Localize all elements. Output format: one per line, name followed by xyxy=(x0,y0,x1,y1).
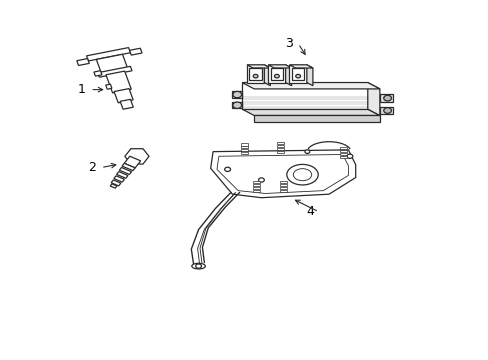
Circle shape xyxy=(253,75,258,78)
Polygon shape xyxy=(285,65,291,86)
Polygon shape xyxy=(96,54,127,73)
Polygon shape xyxy=(289,65,306,82)
Text: 2: 2 xyxy=(88,161,96,174)
Text: 3: 3 xyxy=(285,37,293,50)
Circle shape xyxy=(232,91,241,98)
Polygon shape xyxy=(306,65,312,86)
Text: 4: 4 xyxy=(305,206,314,219)
Ellipse shape xyxy=(293,168,311,181)
Polygon shape xyxy=(120,99,133,109)
Bar xyxy=(253,181,260,183)
Text: 1: 1 xyxy=(78,83,85,96)
Bar xyxy=(277,145,284,147)
Polygon shape xyxy=(210,150,355,198)
Bar xyxy=(241,146,247,148)
Bar xyxy=(270,68,283,80)
Polygon shape xyxy=(124,149,149,164)
Ellipse shape xyxy=(286,165,318,185)
Polygon shape xyxy=(105,84,112,89)
Polygon shape xyxy=(232,91,242,98)
Circle shape xyxy=(232,102,241,108)
Circle shape xyxy=(274,75,279,78)
Polygon shape xyxy=(242,82,367,109)
Polygon shape xyxy=(379,107,392,114)
Bar xyxy=(340,150,346,152)
Polygon shape xyxy=(119,167,131,175)
Bar xyxy=(279,190,286,192)
Bar xyxy=(253,190,260,192)
Polygon shape xyxy=(122,163,135,171)
Bar xyxy=(241,144,247,145)
Polygon shape xyxy=(129,48,142,55)
Bar xyxy=(279,184,286,186)
Polygon shape xyxy=(264,65,270,86)
Polygon shape xyxy=(124,156,141,168)
Polygon shape xyxy=(98,66,132,77)
Polygon shape xyxy=(114,89,133,103)
Polygon shape xyxy=(254,116,379,122)
Circle shape xyxy=(346,154,352,158)
Bar xyxy=(253,184,260,186)
Bar xyxy=(291,68,304,80)
Bar xyxy=(279,181,286,183)
Bar xyxy=(277,150,284,153)
Bar xyxy=(241,149,247,151)
Polygon shape xyxy=(289,65,312,68)
Bar xyxy=(340,147,346,149)
Bar xyxy=(277,142,284,144)
Polygon shape xyxy=(242,109,379,116)
Bar xyxy=(340,153,346,155)
Polygon shape xyxy=(106,71,131,93)
Bar xyxy=(279,187,286,189)
Circle shape xyxy=(195,264,201,268)
Polygon shape xyxy=(114,176,124,182)
Polygon shape xyxy=(110,184,117,188)
Bar xyxy=(241,152,247,154)
Circle shape xyxy=(295,75,300,78)
Polygon shape xyxy=(267,65,285,82)
Circle shape xyxy=(224,167,230,171)
Bar xyxy=(277,148,284,150)
Circle shape xyxy=(258,178,264,182)
Bar xyxy=(249,68,262,80)
Polygon shape xyxy=(111,180,121,186)
Bar xyxy=(340,156,346,158)
Circle shape xyxy=(383,108,391,113)
Polygon shape xyxy=(116,172,128,178)
Bar xyxy=(253,187,260,189)
Polygon shape xyxy=(77,59,89,66)
Polygon shape xyxy=(246,65,270,68)
Polygon shape xyxy=(246,65,264,82)
Circle shape xyxy=(305,150,309,153)
Polygon shape xyxy=(86,48,130,61)
Polygon shape xyxy=(232,102,242,108)
Polygon shape xyxy=(379,94,392,102)
Polygon shape xyxy=(242,82,379,89)
Polygon shape xyxy=(267,65,291,68)
Ellipse shape xyxy=(191,263,205,269)
Polygon shape xyxy=(94,71,102,76)
Circle shape xyxy=(383,95,391,101)
Polygon shape xyxy=(367,82,379,116)
